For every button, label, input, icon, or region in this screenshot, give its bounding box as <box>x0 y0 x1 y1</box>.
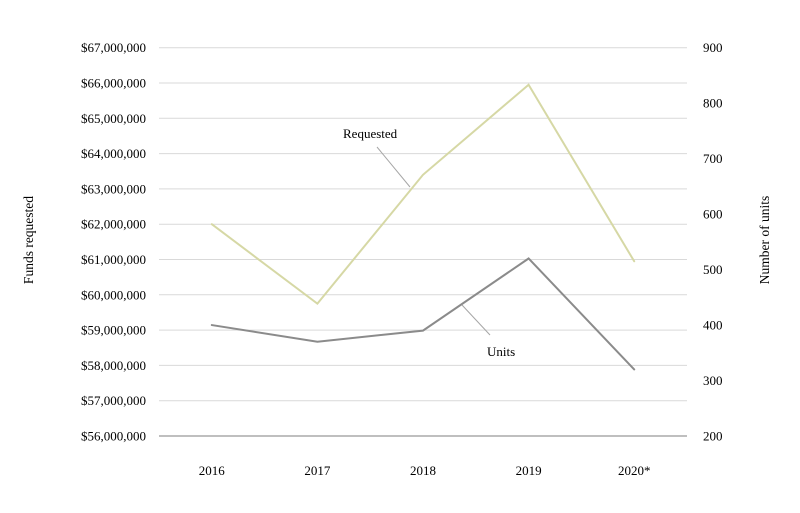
series-label-requested: Requested <box>343 126 398 141</box>
leader-line <box>376 146 411 188</box>
y-right-tick-label: 600 <box>703 207 723 222</box>
series-line-requested <box>210 83 636 306</box>
y-left-tick-label: $56,000,000 <box>81 429 146 444</box>
y-right-tick-label: 800 <box>703 96 723 111</box>
y-left-tick-label: $59,000,000 <box>81 323 146 338</box>
y-left-tick-label: $60,000,000 <box>81 287 146 302</box>
x-tick-label: 2020* <box>618 463 651 478</box>
x-tick-label: 2019 <box>516 463 542 478</box>
y-axis-title-left: Funds requested <box>21 195 36 285</box>
x-tick-label: 2018 <box>410 463 436 478</box>
y-right-tick-label: 500 <box>703 262 723 277</box>
y-left-tick-label: $65,000,000 <box>81 111 146 126</box>
y-right-tick-label: 900 <box>703 40 723 55</box>
y-right-tick-label: 400 <box>703 318 723 333</box>
y-right-tick-label: 700 <box>703 151 723 166</box>
y-right-tick-label: 200 <box>703 429 723 444</box>
y-left-tick-label: $66,000,000 <box>81 76 146 91</box>
x-tick-label: 2017 <box>304 463 331 478</box>
series-label-units: Units <box>487 344 516 359</box>
y-left-tick-label: $63,000,000 <box>81 181 146 196</box>
series-line-units <box>210 257 636 371</box>
y-left-tick-label: $58,000,000 <box>81 358 146 373</box>
y-left-tick-label: $64,000,000 <box>81 146 146 161</box>
y-axis-title-right: Number of units <box>757 195 772 285</box>
y-right-tick-label: 300 <box>703 373 723 388</box>
y-left-tick-label: $57,000,000 <box>81 393 146 408</box>
leader-line <box>461 304 491 336</box>
x-tick-label: 2016 <box>199 463 226 478</box>
y-left-tick-label: $61,000,000 <box>81 252 146 267</box>
y-left-tick-label: $67,000,000 <box>81 40 146 55</box>
y-left-tick-label: $62,000,000 <box>81 217 146 232</box>
